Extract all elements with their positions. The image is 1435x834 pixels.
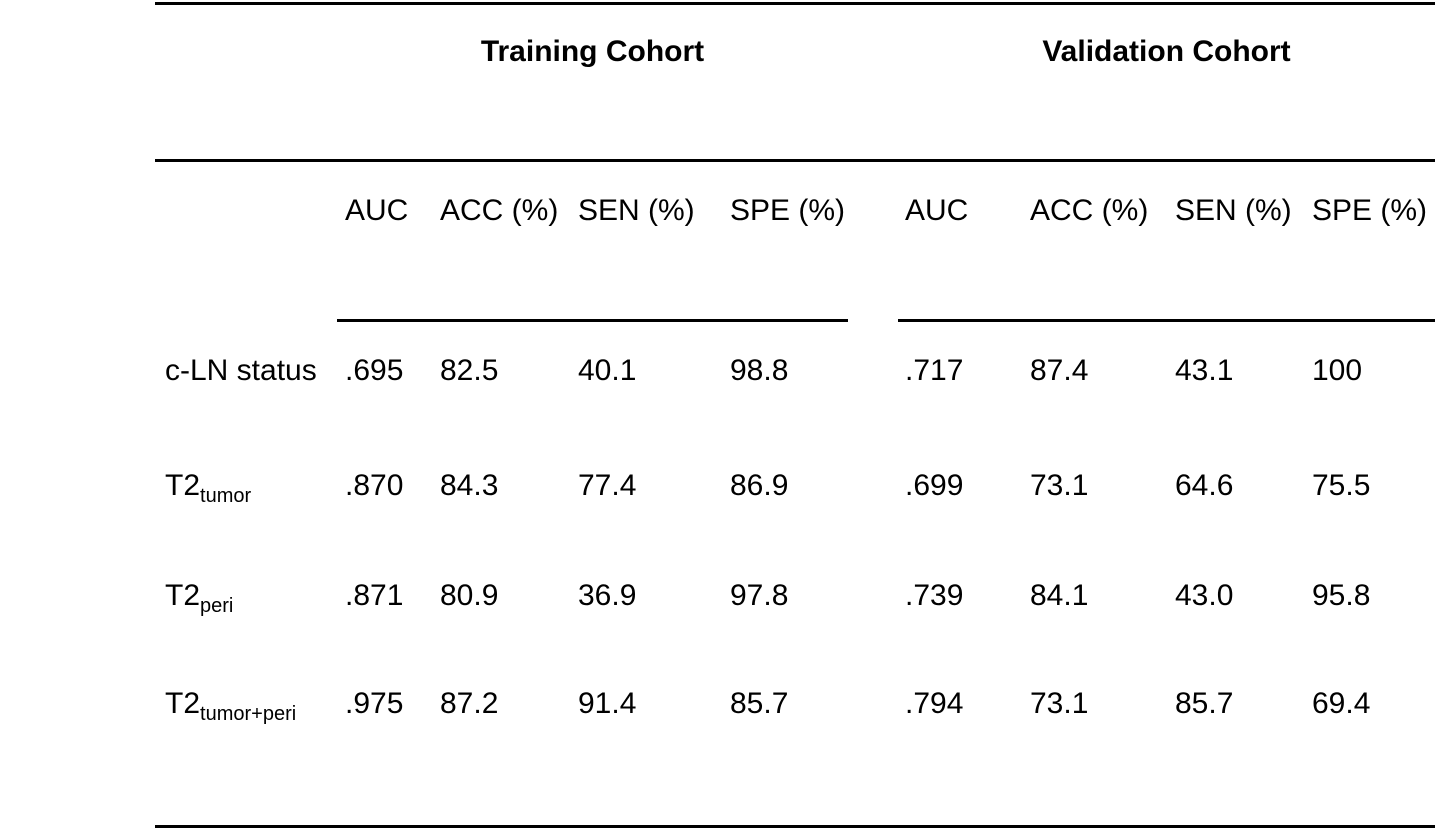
cell-value: 40.1 bbox=[578, 354, 637, 387]
column-header-training-acc: ACC (%) bbox=[440, 194, 559, 227]
cell-value: 100 bbox=[1312, 354, 1363, 387]
row-label-base: T2 bbox=[165, 469, 201, 502]
cell-value: 84.1 bbox=[1030, 579, 1089, 612]
validation-subheader-rule bbox=[898, 319, 1435, 322]
cell-value: 82.5 bbox=[440, 354, 499, 387]
row-label: T2peri bbox=[165, 576, 233, 616]
table-row: T2peri .871 80.9 36.9 97.8 .739 84.1 43.… bbox=[0, 576, 1435, 616]
column-header-training-auc: AUC bbox=[345, 194, 409, 227]
row-label-subscript: tumor bbox=[200, 485, 252, 507]
group-header-validation: Validation Cohort bbox=[1042, 35, 1291, 68]
training-subheader-rule bbox=[337, 319, 848, 322]
group-header-training: Training Cohort bbox=[480, 35, 705, 68]
cell-value: 80.9 bbox=[440, 579, 499, 612]
cell-value: 73.1 bbox=[1030, 469, 1089, 502]
cell-value: 36.9 bbox=[578, 579, 637, 612]
row-label-base: T2 bbox=[165, 579, 201, 612]
cell-value: .695 bbox=[345, 354, 404, 387]
cell-value: 87.4 bbox=[1030, 354, 1089, 387]
cell-value: 85.7 bbox=[730, 687, 789, 720]
column-header-validation-sen: SEN (%) bbox=[1175, 194, 1292, 227]
cell-value: .717 bbox=[905, 354, 964, 387]
cell-value: 91.4 bbox=[578, 687, 637, 720]
row-label-subscript: peri bbox=[200, 595, 234, 617]
cell-value: 97.8 bbox=[730, 579, 789, 612]
row-label-base: c-LN status bbox=[165, 354, 317, 387]
cell-value: 95.8 bbox=[1312, 579, 1371, 612]
cell-value: .871 bbox=[345, 579, 404, 612]
cell-value: .794 bbox=[905, 687, 964, 720]
cell-value: 85.7 bbox=[1175, 687, 1234, 720]
cell-value: .739 bbox=[905, 579, 964, 612]
cell-value: 43.0 bbox=[1175, 579, 1234, 612]
cell-value: 87.2 bbox=[440, 687, 499, 720]
cell-value: 69.4 bbox=[1312, 687, 1371, 720]
table-row: c-LN status .695 82.5 40.1 98.8 .717 87.… bbox=[0, 351, 1435, 391]
table-row: T2tumor+peri .975 87.2 91.4 85.7 .794 73… bbox=[0, 684, 1435, 724]
table-row: T2tumor .870 84.3 77.4 86.9 .699 73.1 64… bbox=[0, 466, 1435, 506]
cell-value: 77.4 bbox=[578, 469, 637, 502]
row-label-subscript: tumor+peri bbox=[200, 703, 297, 725]
column-header-validation-spe: SPE (%) bbox=[1312, 194, 1428, 227]
column-header-validation-acc: ACC (%) bbox=[1030, 194, 1149, 227]
row-label-base: T2 bbox=[165, 687, 201, 720]
table-top-rule bbox=[155, 2, 1435, 5]
column-header-row: AUC ACC (%) SEN (%) SPE (%) AUC ACC (%) … bbox=[0, 191, 1435, 231]
column-header-training-sen: SEN (%) bbox=[578, 194, 695, 227]
group-header-separator-rule bbox=[155, 159, 1435, 162]
row-label: T2tumor bbox=[165, 466, 251, 506]
cell-value: 64.6 bbox=[1175, 469, 1234, 502]
cell-value: 43.1 bbox=[1175, 354, 1234, 387]
cell-value: .975 bbox=[345, 687, 404, 720]
cell-value: 84.3 bbox=[440, 469, 499, 502]
cell-value: .699 bbox=[905, 469, 964, 502]
cell-value: 73.1 bbox=[1030, 687, 1089, 720]
cell-value: .870 bbox=[345, 469, 404, 502]
cell-value: 86.9 bbox=[730, 469, 789, 502]
cell-value: 75.5 bbox=[1312, 469, 1371, 502]
column-header-validation-auc: AUC bbox=[905, 194, 969, 227]
cell-value: 98.8 bbox=[730, 354, 789, 387]
row-label: T2tumor+peri bbox=[165, 684, 296, 724]
row-label: c-LN status bbox=[165, 351, 317, 391]
table-bottom-rule bbox=[155, 825, 1435, 828]
column-header-training-spe: SPE (%) bbox=[730, 194, 846, 227]
